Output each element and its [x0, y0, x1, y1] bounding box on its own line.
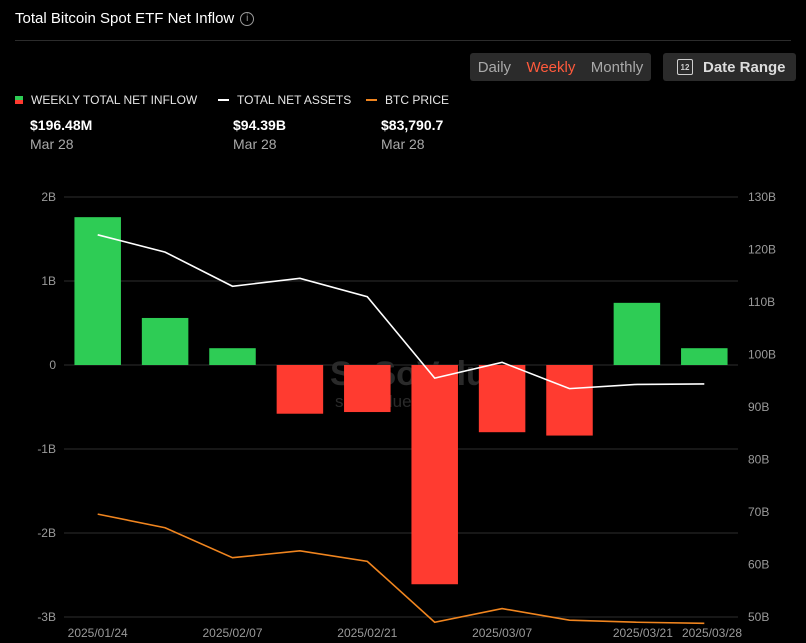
y-right-tick-label: 60B: [748, 558, 769, 572]
x-tick-label: 2025/03/21: [613, 626, 673, 640]
inflow-bar: [546, 365, 593, 436]
y-left-tick-label: -3B: [37, 610, 56, 624]
y-right-tick-label: 70B: [748, 505, 769, 519]
legend-value: $94.39B: [233, 117, 286, 133]
y-axis-right: 130B 120B 110B 100B 90B 80B 70B 60B 50B: [748, 190, 776, 624]
y-left-tick-label: 0: [49, 358, 56, 372]
inflow-bar: [141, 317, 189, 365]
inflow-bar: [344, 365, 391, 413]
calendar-icon: 12: [677, 59, 693, 75]
y-right-tick-label: 130B: [748, 190, 776, 204]
assets-swatch-icon: [218, 99, 229, 101]
line-series: [97, 234, 705, 625]
inflow-bar: [613, 302, 661, 365]
legend-label: WEEKLY TOTAL NET INFLOW: [31, 93, 198, 107]
period-weekly-button[interactable]: Weekly: [526, 58, 576, 76]
total-net-assets-line: [97, 234, 705, 390]
x-tick-label: 2025/02/21: [337, 626, 397, 640]
btc-price-line: [97, 513, 705, 625]
inflow-bar: [681, 348, 728, 365]
legend-net-inflow: WEEKLY TOTAL NET INFLOW $196.48M Mar 28: [15, 93, 197, 152]
date-range-button[interactable]: 12 Date Range: [663, 53, 796, 81]
period-toggle: Daily Weekly Monthly: [470, 53, 651, 81]
y-right-tick-label: 120B: [748, 243, 776, 257]
period-daily-button[interactable]: Daily: [477, 58, 512, 76]
legend-net-assets: TOTAL NET ASSETS $94.39B Mar 28: [218, 93, 351, 152]
inflow-bar: [74, 217, 121, 365]
y-right-tick-label: 90B: [748, 400, 769, 414]
x-tick-label: 2025/03/07: [472, 626, 532, 640]
y-left-tick-label: -1B: [37, 442, 56, 456]
legend-btc-price: BTC PRICE $83,790.7 Mar 28: [366, 93, 449, 152]
y-left-tick-label: 2B: [41, 190, 56, 204]
bars-series: [74, 217, 728, 585]
legend-label: TOTAL NET ASSETS: [237, 93, 352, 107]
x-tick-label: 2025/03/28: [682, 626, 742, 640]
legend-date: Mar 28: [381, 136, 425, 152]
legend-value: $196.48M: [30, 117, 93, 133]
period-monthly-button[interactable]: Monthly: [590, 58, 644, 76]
btc-swatch-icon: [366, 99, 377, 101]
legend-date: Mar 28: [30, 136, 74, 152]
x-axis: 2025/01/24 2025/02/07 2025/02/21 2025/03/07…: [68, 626, 743, 640]
inflow-bar: [276, 365, 324, 414]
date-range-label: Date Range: [703, 58, 786, 76]
y-right-tick-label: 100B: [748, 348, 776, 362]
inflow-swatch-icon: [15, 96, 23, 104]
x-tick-label: 2025/01/24: [68, 626, 128, 640]
inflow-bar: [411, 365, 458, 585]
chart-title: Total Bitcoin Spot ETF Net Inflow: [15, 10, 235, 27]
info-icon[interactable]: i: [240, 11, 255, 26]
title-row: Total Bitcoin Spot ETF Net Inflow i: [15, 10, 255, 27]
x-tick-label: 2025/02/07: [202, 626, 262, 640]
legend-label: BTC PRICE: [385, 93, 450, 107]
y-left-tick-label: 1B: [41, 274, 56, 288]
y-right-tick-label: 110B: [748, 295, 775, 309]
header-divider: [15, 40, 791, 41]
y-right-tick-label: 50B: [748, 610, 769, 624]
inflow-bar: [209, 348, 256, 365]
y-right-tick-label: 80B: [748, 453, 769, 467]
legend-value: $83,790.7: [381, 117, 444, 133]
y-left-tick-label: -2B: [37, 526, 56, 540]
y-axis-left: 2B 1B 0 -1B -2B -3B: [37, 190, 56, 624]
legend-date: Mar 28: [233, 136, 277, 152]
inflow-bar: [478, 365, 526, 433]
